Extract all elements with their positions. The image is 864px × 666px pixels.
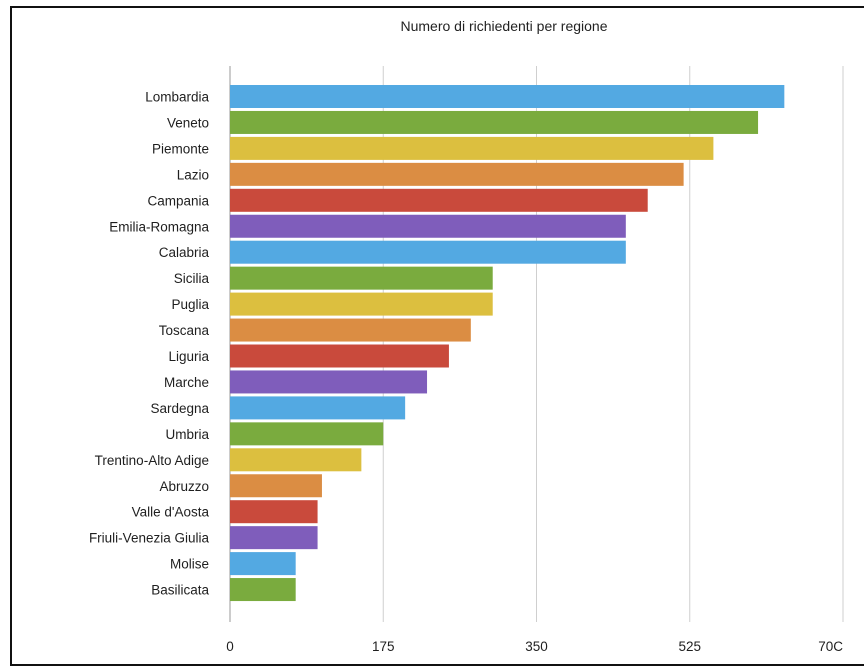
bar xyxy=(230,422,384,446)
category-label: Lazio xyxy=(177,167,209,182)
chart-title: Numero di richiedenti per regione xyxy=(400,18,608,34)
x-tick-label: 175 xyxy=(372,639,395,654)
bar xyxy=(230,578,296,602)
category-labels: Lombardia Veneto Piemonte Lazio Campania Emil… xyxy=(89,90,210,598)
bar xyxy=(230,396,406,420)
bar xyxy=(230,240,626,264)
bar xyxy=(230,110,759,134)
x-tick-label: 70C xyxy=(818,639,843,654)
bar xyxy=(230,214,626,238)
bar xyxy=(230,500,318,524)
category-label: Toscana xyxy=(159,323,210,338)
category-label: Sardegna xyxy=(150,401,209,416)
category-label: Marche xyxy=(164,375,209,390)
category-label: Molise xyxy=(170,557,209,572)
x-tick-labels: 0 175 350 525 70C xyxy=(226,639,843,654)
category-label: Abruzzo xyxy=(159,479,209,494)
category-label: Veneto xyxy=(167,115,209,130)
category-label: Trentino-Alto Adige xyxy=(95,453,209,468)
category-label: Lombardia xyxy=(145,90,209,105)
bar xyxy=(230,292,493,316)
category-label: Campania xyxy=(147,193,209,208)
bar xyxy=(230,526,318,550)
bar xyxy=(230,162,684,186)
x-tick-label: 525 xyxy=(678,639,701,654)
x-tick-label: 350 xyxy=(525,639,548,654)
category-label: Puglia xyxy=(171,297,209,312)
category-label: Calabria xyxy=(159,245,210,260)
bar xyxy=(230,552,296,576)
bars xyxy=(230,85,785,602)
bar xyxy=(230,448,362,472)
category-label: Umbria xyxy=(165,427,209,442)
category-label: Basilicata xyxy=(151,583,209,598)
bar xyxy=(230,474,322,498)
bar xyxy=(230,188,648,212)
bar xyxy=(230,85,785,108)
category-label: Valle d'Aosta xyxy=(132,505,210,520)
bar xyxy=(230,136,714,160)
bar xyxy=(230,344,449,368)
bar xyxy=(230,266,493,290)
category-label: Liguria xyxy=(168,349,209,364)
x-tick-label: 0 xyxy=(226,639,234,654)
bar xyxy=(230,370,428,394)
category-label: Sicilia xyxy=(174,271,210,286)
category-label: Friuli-Venezia Giulia xyxy=(89,531,210,546)
category-label: Emilia-Romagna xyxy=(109,219,209,234)
bar xyxy=(230,318,471,342)
category-label: Piemonte xyxy=(152,141,209,156)
